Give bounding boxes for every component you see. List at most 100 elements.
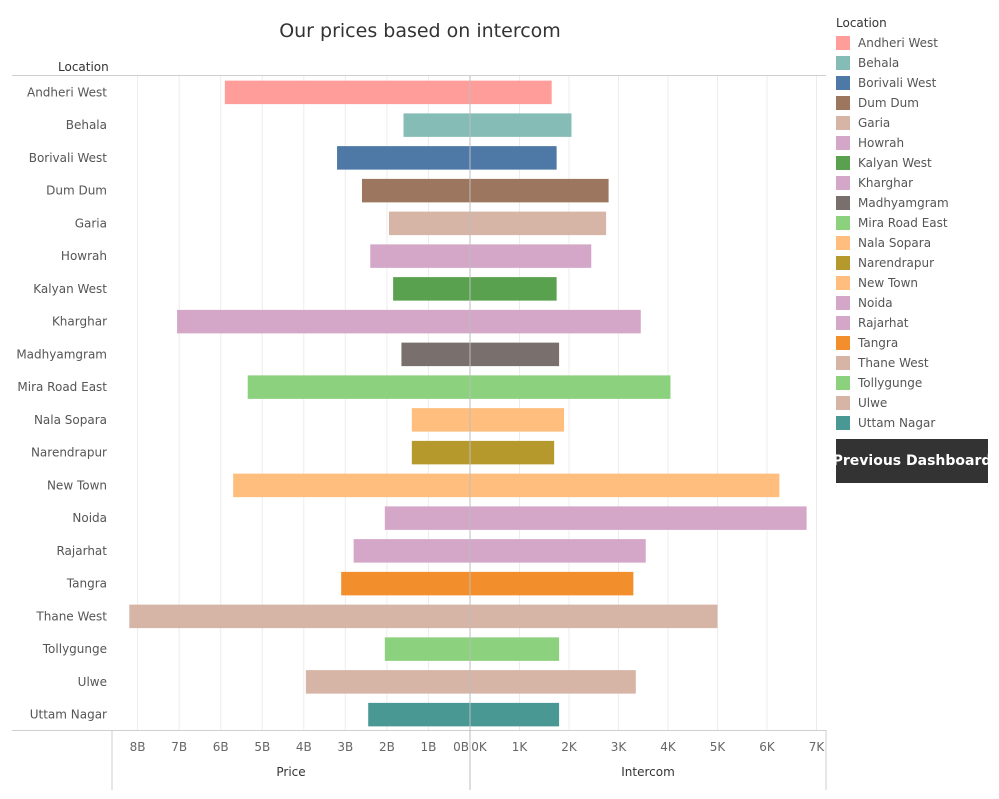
legend-item[interactable]: Kharghar [836,173,996,193]
intercom-tick-label: 5K [710,740,727,754]
legend-swatch [836,296,850,310]
legend-label: Behala [858,56,900,70]
legend-item[interactable]: Nala Sopara [836,233,996,253]
legend-label: Nala Sopara [858,236,932,250]
intercom-bar [470,277,557,301]
legend-label: Rajarhat [858,316,909,330]
intercom-tick-label: 4K [660,740,677,754]
legend-swatch [836,96,850,110]
legend-item[interactable]: Mira Road East [836,213,996,233]
legend-item[interactable]: Uttam Nagar [836,413,996,433]
intercom-bar [470,604,718,629]
price-axis-title: Price [276,765,305,779]
legend-label: Kalyan West [858,156,932,170]
legend-label: Noida [858,296,893,310]
legend-label: Howrah [858,136,905,150]
legend-swatch [836,396,850,410]
legend-item[interactable]: Borivali West [836,73,996,93]
legend-item[interactable]: Rajarhat [836,313,996,333]
category-label: Narendrapur [31,446,107,460]
category-label: Dum Dum [46,184,107,198]
category-label: Kalyan West [33,282,107,296]
intercom-bar [470,539,646,563]
legend-label: Madhyamgram [858,196,949,210]
category-label: Tangra [66,577,107,591]
legend-label: Garia [858,116,891,130]
category-label: Ulwe [78,675,107,689]
intercom-bar [470,178,609,203]
price-bar [305,670,470,694]
legend-swatch [836,376,850,390]
intercom-bar [470,309,641,334]
category-label: Tollygunge [42,642,107,656]
legend-item[interactable]: Kalyan West [836,153,996,173]
price-bar [403,113,470,137]
price-tick-label: 0B [453,740,469,754]
intercom-bar [470,571,634,596]
legend-swatch [836,316,850,330]
intercom-bar [470,440,555,465]
category-label: Mira Road East [17,380,107,394]
intercom-tick-label: 1K [512,740,529,754]
price-tick-label: 6B [213,740,229,754]
legend-item[interactable]: Ulwe [836,393,996,413]
legend-label: New Town [858,276,919,290]
price-tick-label: 8B [130,740,146,754]
category-label: Garia [75,216,107,230]
price-tick-label: 2B [379,740,395,754]
intercom-bar [470,702,560,727]
legend-item[interactable]: Behala [836,53,996,73]
intercom-bar [470,244,592,268]
category-label: Nala Sopara [34,413,107,427]
legend-swatch [836,136,850,150]
intercom-bar [470,146,557,170]
price-tick-label: 7B [171,740,187,754]
price-tick-label: 3B [337,740,353,754]
price-bar [337,146,470,170]
intercom-tick-label: 0K [471,740,488,754]
legend-swatch [836,216,850,230]
intercom-tick-label: 3K [611,740,628,754]
price-bar [341,571,470,596]
intercom-bar [470,637,560,661]
legend-swatch [836,36,850,50]
legend-label: Tollygunge [858,376,923,390]
price-tick-label: 1B [421,740,437,754]
category-label: Uttam Nagar [30,708,107,722]
legend-label: Narendrapur [858,256,935,270]
legend-item[interactable]: Howrah [836,133,996,153]
legend-item[interactable]: Madhyamgram [836,193,996,213]
legend-item[interactable]: Garia [836,113,996,133]
legend-item[interactable]: New Town [836,273,996,293]
legend-item[interactable]: Narendrapur [836,253,996,273]
intercom-bar [470,408,565,432]
legend-item[interactable]: Dum Dum [836,93,996,113]
legend-label: Dum Dum [858,96,919,110]
price-bar [361,178,470,203]
legend-item[interactable]: Thane West [836,353,996,373]
intercom-bar [470,80,552,105]
legend-swatch [836,416,850,430]
legend-label: Uttam Nagar [858,416,936,430]
legend-item[interactable]: Tangra [836,333,996,353]
intercom-bar [470,670,636,694]
price-bar [384,506,470,530]
price-bar [224,80,470,105]
legend-item[interactable]: Tollygunge [836,373,996,393]
category-label: Noida [72,511,107,525]
price-bar [411,440,470,465]
category-label: Behala [66,118,107,132]
legend-label: Thane West [858,356,929,370]
legend-item[interactable]: Noida [836,293,996,313]
category-label: Howrah [61,249,107,263]
legend-swatch [836,56,850,70]
price-bar [247,375,470,399]
legend-item[interactable]: Andheri West [836,33,996,53]
previous-dashboard-button[interactable]: Previous Dashboard [833,439,991,483]
intercom-bar [470,113,572,137]
price-bar [411,408,470,432]
legend-title: Location [836,16,887,30]
category-label: Andheri West [27,85,107,99]
legend-label: Borivali West [858,76,937,90]
legend-label: Kharghar [858,176,914,190]
